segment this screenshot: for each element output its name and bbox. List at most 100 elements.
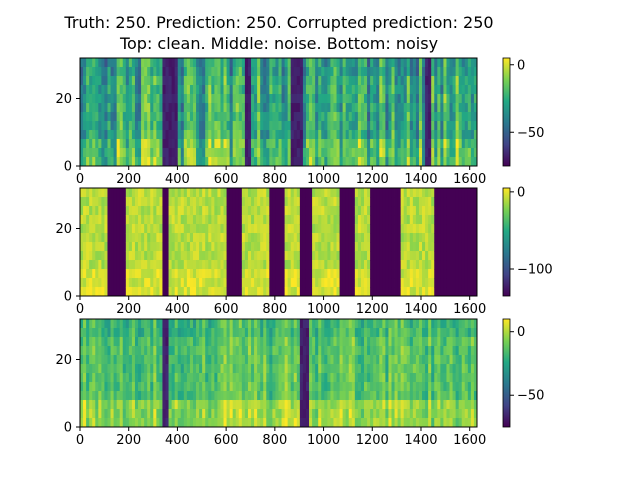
heatmap-cell <box>296 139 301 149</box>
heatmap-cell <box>220 215 224 225</box>
heatmap-cell <box>235 85 240 95</box>
heatmap-cell <box>400 103 405 113</box>
heatmap-cell <box>409 418 414 428</box>
heatmap-cell <box>373 206 377 216</box>
heatmap-cell <box>458 418 463 428</box>
heatmap-cell <box>461 382 466 392</box>
heatmap-cell <box>128 409 133 419</box>
heatmap-cell <box>446 139 450 149</box>
heatmap-cell <box>348 355 353 365</box>
heatmap-cell <box>150 197 154 207</box>
heatmap-cell <box>205 206 209 216</box>
heatmap-cell <box>251 188 255 198</box>
heatmap-cell <box>425 373 429 383</box>
heatmap-cell <box>119 346 124 356</box>
heatmap-cell <box>385 94 389 104</box>
heatmap-cell <box>144 224 148 234</box>
heatmap-cell <box>171 215 176 225</box>
heatmap-cell <box>128 103 133 113</box>
heatmap-cell <box>379 242 383 252</box>
heatmap-cell <box>86 242 90 252</box>
heatmap-cell <box>144 382 148 392</box>
heatmap-cell <box>229 260 234 270</box>
heatmap-cell <box>199 121 203 131</box>
heatmap-cell <box>281 130 285 140</box>
heatmap-cell <box>327 260 331 270</box>
heatmap-cell <box>278 188 282 198</box>
heatmap-cell <box>357 319 362 329</box>
heatmap-cell <box>440 148 444 158</box>
heatmap-cell <box>324 278 328 288</box>
heatmap-cell <box>299 278 304 288</box>
heatmap-cell <box>165 58 169 68</box>
heatmap-cell <box>162 206 166 216</box>
heatmap-cell <box>443 287 447 297</box>
heatmap-cell <box>174 269 179 279</box>
heatmap-cell <box>189 139 194 149</box>
heatmap-cell <box>229 103 234 113</box>
heatmap-cell <box>89 242 93 252</box>
heatmap-cell <box>428 278 432 288</box>
heatmap-cell <box>98 130 102 140</box>
heatmap-cell <box>92 215 96 225</box>
heatmap-cell <box>284 269 289 279</box>
heatmap-cell <box>315 364 319 374</box>
heatmap-cell <box>153 215 157 225</box>
heatmap-cell <box>403 242 408 252</box>
heatmap-cell <box>446 85 450 95</box>
heatmap-cell <box>446 197 450 207</box>
heatmap-cell <box>324 373 328 383</box>
heatmap-cell <box>330 76 334 86</box>
heatmap-cell <box>367 206 371 216</box>
heatmap-cell <box>431 373 435 383</box>
heatmap-cell <box>183 157 188 167</box>
heatmap-cell <box>125 260 130 270</box>
heatmap-cell <box>147 121 151 131</box>
heatmap-cell <box>202 233 206 243</box>
heatmap-cell <box>394 233 398 243</box>
heatmap-cell <box>473 400 478 410</box>
heatmap-cell <box>153 278 157 288</box>
heatmap-cell <box>470 85 475 95</box>
heatmap-cell <box>104 382 108 392</box>
heatmap-cell <box>272 319 276 329</box>
heatmap-cell <box>412 197 417 207</box>
heatmap-cell <box>351 269 356 279</box>
heatmap-cell <box>241 206 246 216</box>
heatmap-cell <box>376 188 380 198</box>
heatmap-cell <box>473 76 478 86</box>
heatmap-cell <box>147 373 151 383</box>
heatmap-cell <box>315 85 319 95</box>
heatmap-cell <box>455 278 460 288</box>
heatmap-cell <box>354 328 359 338</box>
heatmap-cell <box>397 224 402 234</box>
heatmap-cell <box>125 76 130 86</box>
heatmap-cell <box>83 278 87 288</box>
heatmap-cell <box>104 242 108 252</box>
heatmap-cell <box>437 251 441 261</box>
heatmap-cell <box>299 197 304 207</box>
heatmap-cell <box>443 364 447 374</box>
heatmap-cell <box>202 409 206 419</box>
heatmap-cell <box>327 148 331 158</box>
heatmap-cell <box>351 251 356 261</box>
heatmap-cell <box>134 157 139 167</box>
heatmap-cell <box>89 364 93 374</box>
heatmap-cell <box>455 287 460 297</box>
heatmap-cell <box>214 188 218 198</box>
heatmap-cell <box>226 67 231 77</box>
heatmap-cell <box>296 287 301 297</box>
heatmap-cell <box>455 328 460 338</box>
heatmap-cell <box>171 269 176 279</box>
heatmap-cell <box>214 130 218 140</box>
heatmap-cell <box>119 278 124 288</box>
heatmap-cell <box>183 206 188 216</box>
heatmap-cell <box>251 224 255 234</box>
heatmap-cell <box>373 242 377 252</box>
heatmap-cell <box>409 251 414 261</box>
heatmap-cell <box>113 58 118 68</box>
heatmap-cell <box>431 328 435 338</box>
heatmap-cell <box>238 400 243 410</box>
heatmap-cell <box>138 112 142 122</box>
heatmap-cell <box>107 224 111 234</box>
